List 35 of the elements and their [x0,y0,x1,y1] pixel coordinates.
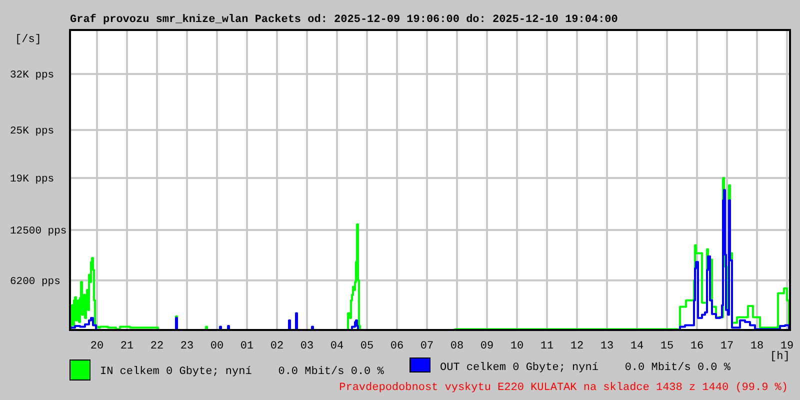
x-tick-label: 19 [780,340,794,352]
x-tick-label: 12 [570,340,584,352]
legend-label: IN celkem 0 Gbyte; nyní 0.0 Mbit/s 0.0 % [100,366,384,378]
x-tick-label: 04 [330,340,344,352]
y-tick-label: 19K pps [10,173,54,186]
x-tick-label: 13 [600,340,614,352]
x-tick-label: 21 [120,340,134,352]
x-tick-label: 03 [300,340,314,352]
legend-label: OUT celkem 0 Gbyte; nyní 0.0 Mbit/s 0.0 % [440,362,731,374]
x-tick-label: 02 [270,340,284,352]
x-tick-label: 07 [420,340,434,352]
x-tick-label: 18 [750,340,764,352]
x-tick-label: 06 [390,340,404,352]
x-tick-label: 22 [150,340,164,352]
x-tick-label: 15 [660,340,674,352]
x-tick-label: 01 [240,340,254,352]
x-tick-label: 17 [720,340,734,352]
x-axis-title: [h] [770,351,790,363]
x-tick-label: 11 [540,340,554,352]
x-tick-label: 16 [690,340,704,352]
y-tick-label: 32K pps [10,69,54,82]
y-tick-label: 6200 pps [10,276,60,288]
x-tick-label: 23 [180,340,194,352]
x-tick-label: 14 [630,340,644,352]
x-tick-label: 00 [210,340,224,352]
y-tick-label: 25K pps [10,125,54,138]
y-axis-title: [/s] [15,34,42,46]
x-tick-label: 10 [510,340,524,352]
x-tick-label: 05 [360,340,374,352]
x-tick-label: 08 [450,340,464,352]
chart-title: Graf provozu smr_knize_wlan Packets od: 2025-12-09 19:06:00 do: 2025-12-10 19:04:00 [70,13,618,26]
x-tick-label: 09 [480,340,494,352]
y-tick-label: 12500 pps [10,225,67,238]
text: Pravdepodobnost vyskytu E220 KULATAK na skladce 1438 z 1440 (99.9 %) [339,382,788,394]
x-tick-label: 20 [90,340,104,352]
